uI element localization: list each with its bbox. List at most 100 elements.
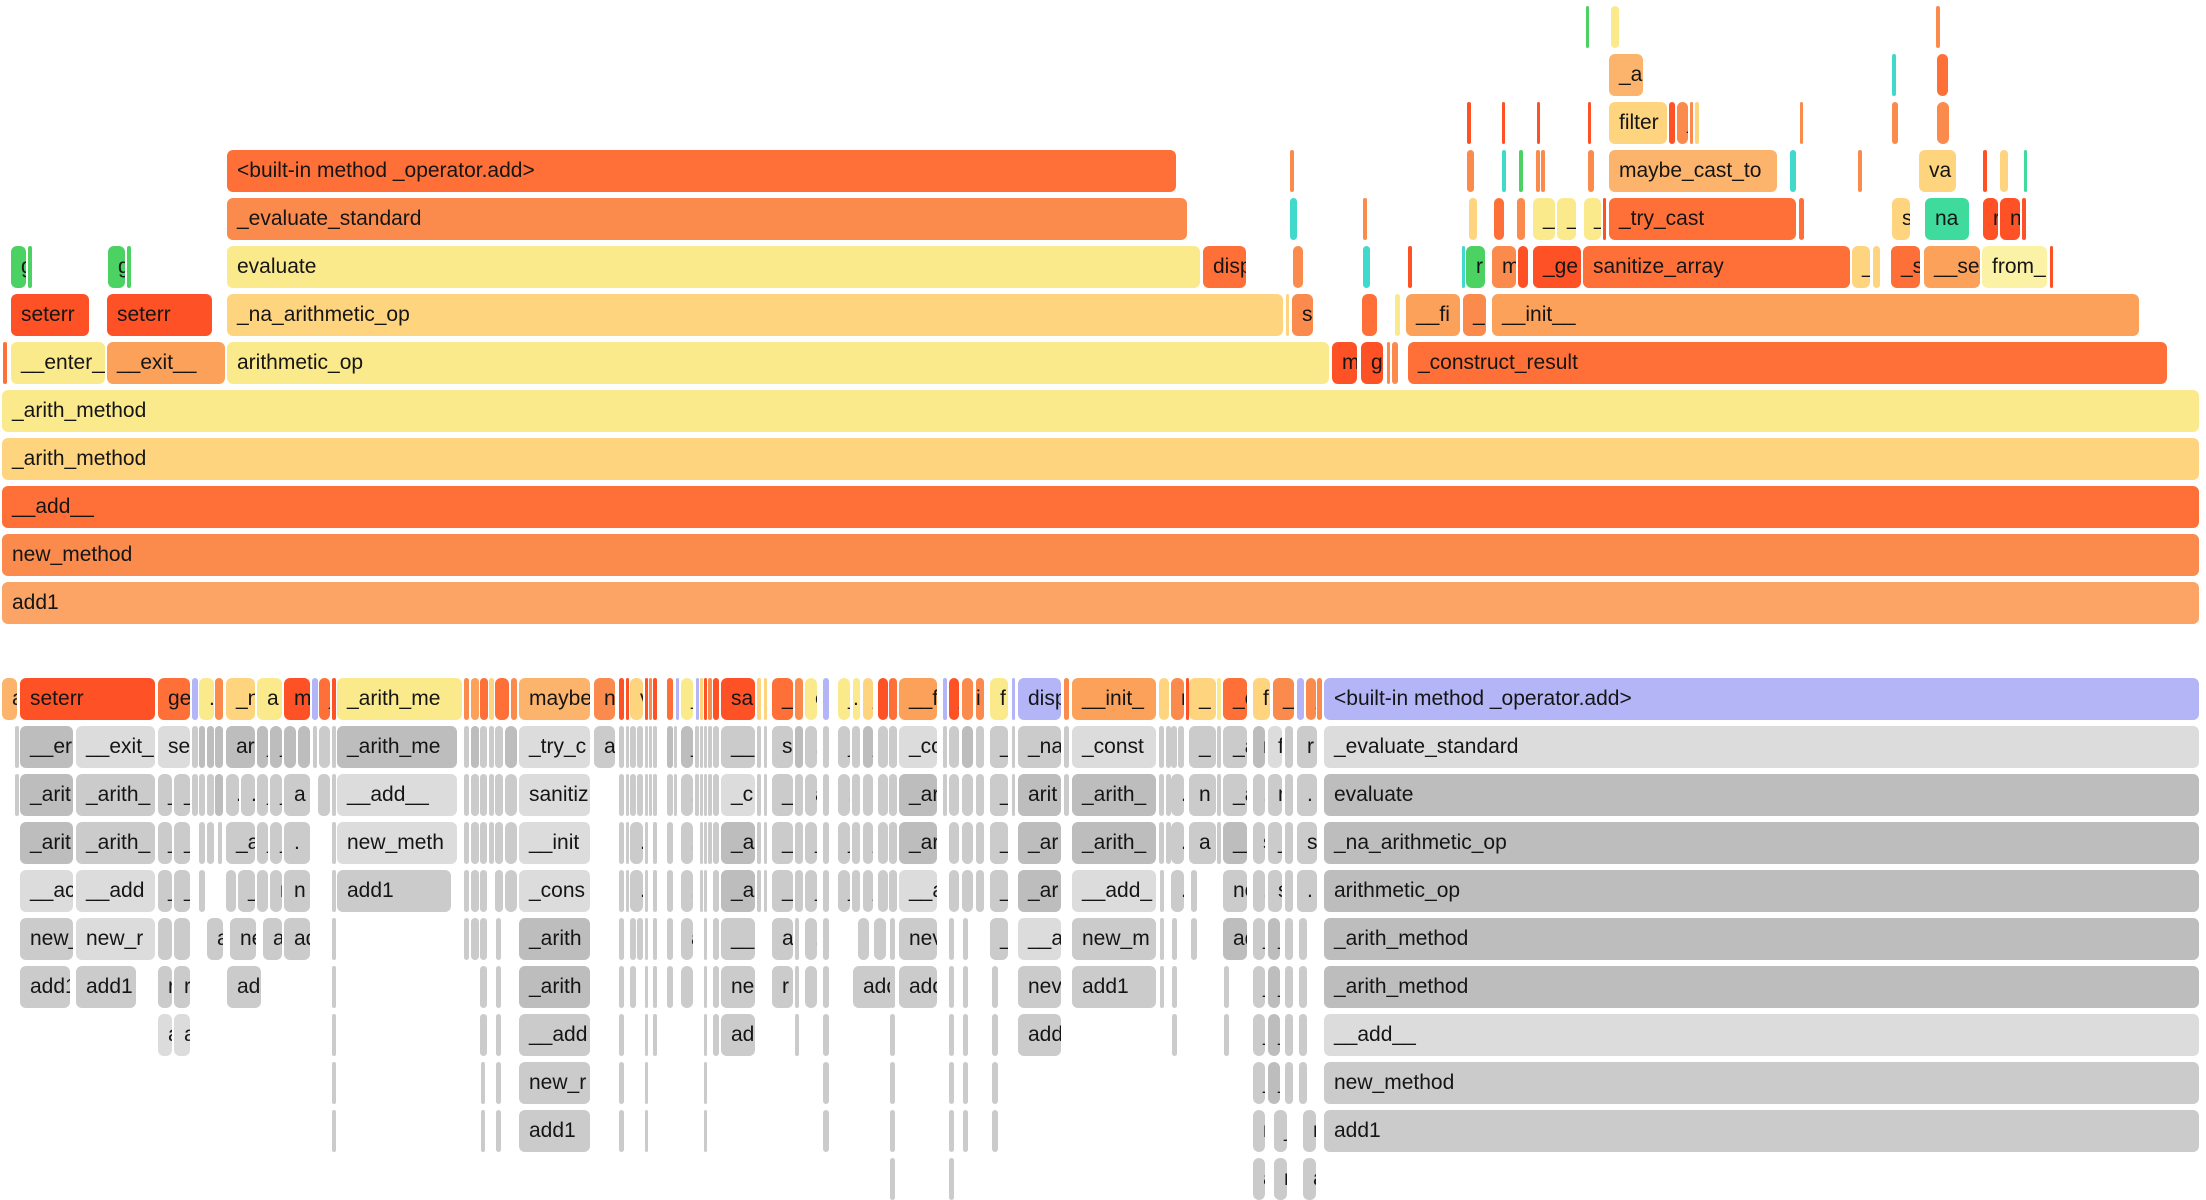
sandwich-header-init[interactable]: __init_ — [1072, 678, 1156, 720]
sandwich-header-sliver[interactable] — [619, 678, 624, 720]
caller-cell-a[interactable]: _a — [721, 870, 755, 912]
caller-cell-sliver[interactable] — [667, 726, 673, 768]
flame-frame-va[interactable]: va — [1919, 150, 1956, 192]
caller-cell-sliver[interactable] — [713, 870, 719, 912]
caller-cell-sliver[interactable]: . — [1171, 774, 1184, 816]
caller-cell-r[interactable]: r — [174, 966, 190, 1008]
caller-cell-sliver[interactable] — [332, 966, 336, 1008]
flame-frame-g[interactable]: g — [11, 246, 26, 288]
caller-cell-sliver[interactable] — [653, 1014, 657, 1056]
flame-frame-sliver[interactable] — [1669, 102, 1675, 144]
caller-cell-sliver[interactable]: _ — [772, 774, 793, 816]
caller-cell-add[interactable]: __add — [519, 1014, 590, 1056]
caller-cell-new[interactable]: new_ — [20, 918, 73, 960]
caller-cell-sliver[interactable]: _ — [174, 870, 190, 912]
caller-cell-sliver[interactable]: . — [681, 870, 693, 912]
caller-cell-sliver[interactable] — [1172, 918, 1177, 960]
caller-cell-sliver[interactable]: _ — [1268, 822, 1282, 864]
sandwich-header-sliver[interactable] — [676, 678, 679, 720]
flame-frame-sliver[interactable] — [1519, 150, 1523, 192]
caller-cell-arithmetic-op[interactable]: arithmetic_op — [1324, 870, 2199, 912]
flame-frame-r[interactable]: r — [1466, 246, 1485, 288]
caller-cell-sliver[interactable] — [653, 774, 657, 816]
caller-cell-sliver[interactable] — [495, 774, 503, 816]
flame-frame-sliver[interactable] — [1467, 102, 1471, 144]
flame-frame-sliver[interactable] — [1286, 294, 1289, 336]
caller-cell-sliver[interactable] — [158, 918, 172, 960]
caller-cell-sliver[interactable]: _ — [863, 822, 873, 864]
caller-cell-sliver[interactable] — [700, 774, 703, 816]
caller-cell-sliver[interactable] — [1166, 774, 1171, 816]
caller-cell-a[interactable]: __a — [899, 870, 937, 912]
flame-frame-from[interactable]: from_ — [1982, 246, 2047, 288]
caller-cell-sliver[interactable] — [649, 726, 652, 768]
caller-cell-sliver[interactable] — [992, 1110, 998, 1152]
caller-cell-sliver[interactable] — [1217, 726, 1221, 768]
sandwich-header-arith-me[interactable]: _arith_me — [337, 678, 462, 720]
caller-cell-sliver[interactable]: _ — [270, 822, 282, 864]
caller-cell-a[interactable]: a — [1253, 1158, 1265, 1200]
caller-cell-sliver[interactable] — [207, 822, 214, 864]
sandwich-header-c[interactable]: _c — [1223, 678, 1247, 720]
caller-cell-sliver[interactable] — [496, 1062, 501, 1104]
sandwich-header-sliver[interactable]: _ — [1306, 678, 1316, 720]
sandwich-header-seterr[interactable]: seterr — [20, 678, 155, 720]
caller-cell-sliver[interactable] — [1285, 726, 1293, 768]
caller-cell-sliver[interactable] — [708, 726, 712, 768]
caller-cell-a[interactable]: a — [681, 918, 693, 960]
flame-frame-sliver[interactable] — [1363, 246, 1370, 288]
caller-cell-a[interactable]: _a — [270, 774, 282, 816]
flame-frame-sliver[interactable] — [1469, 198, 1477, 240]
caller-cell-sliver[interactable] — [992, 1062, 998, 1104]
sandwich-header-sliver[interactable] — [511, 678, 517, 720]
caller-cell-arith[interactable]: _arith_ — [1072, 822, 1156, 864]
flame-frame-sliver[interactable] — [1603, 198, 1606, 240]
caller-cell-sliver[interactable] — [464, 726, 469, 768]
caller-cell-sliver[interactable]: _ — [257, 726, 268, 768]
caller-cell-sliver[interactable] — [823, 1014, 829, 1056]
caller-cell-add[interactable]: __add — [76, 870, 155, 912]
caller-cell-add[interactable]: add — [1018, 1014, 1061, 1056]
caller-cell-sliver[interactable] — [199, 726, 205, 768]
caller-cell-sliver[interactable] — [495, 822, 503, 864]
flame-frame-m[interactable]: m — [1492, 246, 1516, 288]
caller-cell-sliver[interactable] — [630, 918, 636, 960]
caller-cell-sliver[interactable] — [890, 966, 895, 1008]
caller-cell-sliver[interactable] — [805, 966, 817, 1008]
flame-frame-sliver[interactable] — [1790, 150, 1796, 192]
caller-cell-sliver[interactable] — [700, 822, 703, 864]
flame-frame-g[interactable]: g — [108, 246, 125, 288]
caller-cell-sliver[interactable] — [1166, 726, 1171, 768]
caller-cell-sliver[interactable] — [489, 774, 494, 816]
caller-cell-sliver[interactable] — [823, 1062, 829, 1104]
caller-cell-ar[interactable]: _ar — [1018, 870, 1061, 912]
caller-cell-sliver[interactable] — [890, 1062, 895, 1104]
caller-cell-sliver[interactable]: _ — [1189, 726, 1216, 768]
caller-cell-sliver[interactable] — [1224, 1014, 1229, 1056]
sandwich-header-sliver[interactable] — [713, 678, 719, 720]
caller-cell-na-arithmetic-op[interactable]: _na_arithmetic_op — [1324, 822, 2199, 864]
flame-frame-sliver[interactable] — [1392, 342, 1398, 384]
caller-cell-sliver[interactable] — [645, 1014, 648, 1056]
sandwich-header-sliver[interactable]: _ — [949, 678, 959, 720]
caller-cell-sliver[interactable]: _ — [838, 726, 850, 768]
caller-cell-sliver[interactable] — [700, 726, 703, 768]
caller-cell-new-r[interactable]: new_r — [519, 1062, 590, 1104]
sandwich-header-sliver[interactable] — [649, 678, 652, 720]
caller-cell-sliver[interactable] — [1299, 966, 1307, 1008]
caller-cell-sliver[interactable]: . — [241, 774, 255, 816]
caller-cell-arith[interactable]: _arith — [519, 966, 590, 1008]
caller-cell-sliver[interactable] — [963, 1062, 968, 1104]
flame-frame-arith-method[interactable]: _arith_method — [2, 390, 2199, 432]
caller-cell-sliver[interactable] — [1285, 774, 1293, 816]
caller-cell-sliver[interactable]: . — [805, 918, 817, 960]
caller-cell-sliver[interactable] — [1159, 822, 1164, 864]
caller-cell-sliver[interactable] — [645, 966, 648, 1008]
caller-cell-sliver[interactable] — [496, 1014, 501, 1056]
caller-cell-sliver[interactable]: _ — [1268, 966, 1280, 1008]
flame-frame-arith-method[interactable]: _arith_method — [2, 438, 2199, 480]
caller-cell-sliver[interactable] — [1191, 870, 1197, 912]
flame-frame-sliver[interactable] — [1892, 54, 1896, 96]
flame-frame-sliver[interactable] — [2024, 150, 2027, 192]
caller-cell-sliver[interactable] — [1285, 1014, 1293, 1056]
